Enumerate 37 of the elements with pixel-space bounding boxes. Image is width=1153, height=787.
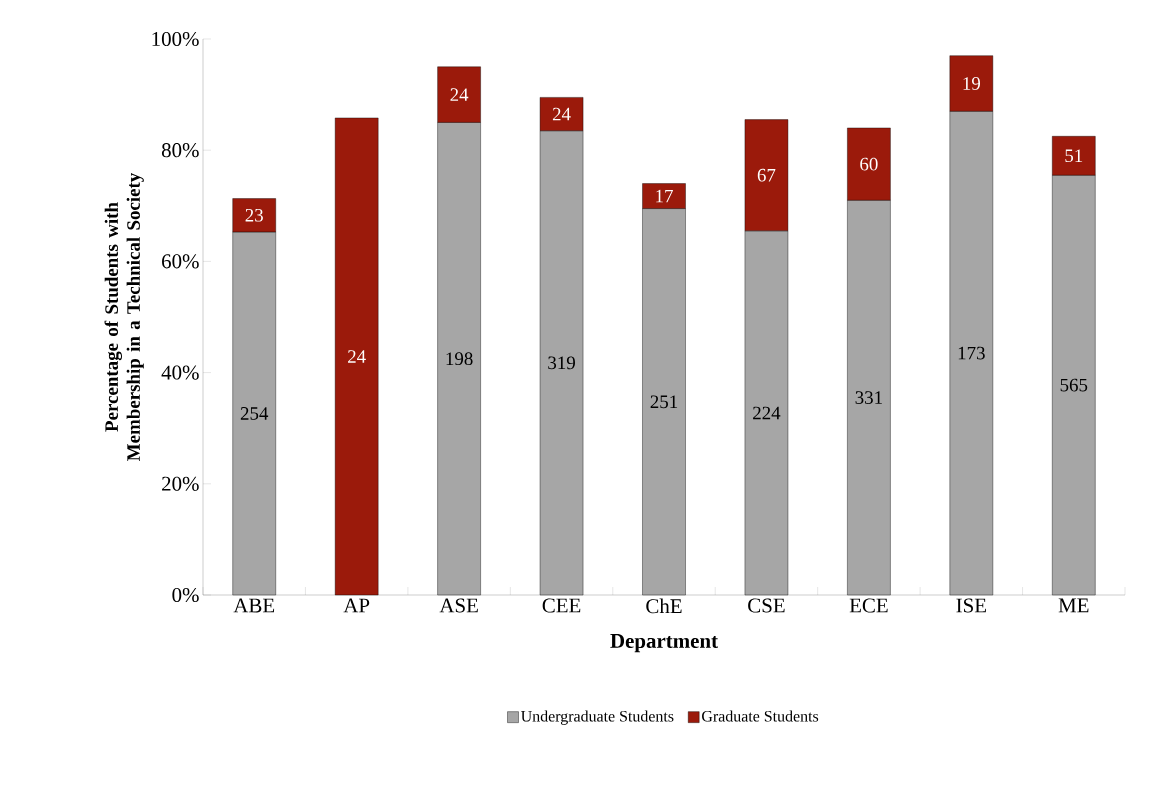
legend-label: Graduate Students <box>702 710 819 722</box>
x-tick-label: CEE <box>542 598 581 613</box>
annotation: 565 <box>1060 378 1088 392</box>
annotation: 254 <box>240 407 269 420</box>
x-tick-label: ISE <box>956 598 986 613</box>
annotation: 17 <box>656 189 673 203</box>
x-tick-label: ChE <box>646 598 682 614</box>
annotation: 24 <box>348 350 366 363</box>
legend-label: Undergraduate Students <box>521 710 674 725</box>
annotation: 60 <box>860 157 878 171</box>
annotation: 224 <box>753 406 781 420</box>
annotation: 23 <box>245 208 263 222</box>
annotation: 67 <box>757 168 776 182</box>
y-axis-title: Percentage of Students with Membership in a Technical Society <box>104 172 144 461</box>
x-tick-label: ME <box>1058 598 1089 613</box>
y-tick-label: 80% <box>161 143 199 158</box>
annotation: 251 <box>650 395 678 409</box>
x-tick-label: CSE <box>748 598 785 613</box>
x-tick-label: AP <box>343 598 370 613</box>
x-tick-label: ABE <box>233 598 275 613</box>
x-axis-title: Department <box>610 634 718 653</box>
annotation: 24 <box>450 88 469 101</box>
y-tick-label: 60% <box>162 254 199 269</box>
bar <box>334 117 379 596</box>
annotation: 51 <box>1065 149 1083 163</box>
x-tick-label: ASE <box>439 598 478 613</box>
annotation: 331 <box>855 391 882 404</box>
annotation: 24 <box>552 107 571 121</box>
annotation: 198 <box>446 352 473 366</box>
y-tick-label: 40% <box>161 365 199 380</box>
x-tick-label: ECE <box>849 598 888 613</box>
y-tick-label: 0% <box>172 587 199 603</box>
annotation: 19 <box>963 77 981 90</box>
annotation: 173 <box>958 346 985 360</box>
annotation: 319 <box>548 356 575 370</box>
y-tick-label: 100% <box>152 31 199 47</box>
y-tick-label: 20% <box>162 476 199 491</box>
